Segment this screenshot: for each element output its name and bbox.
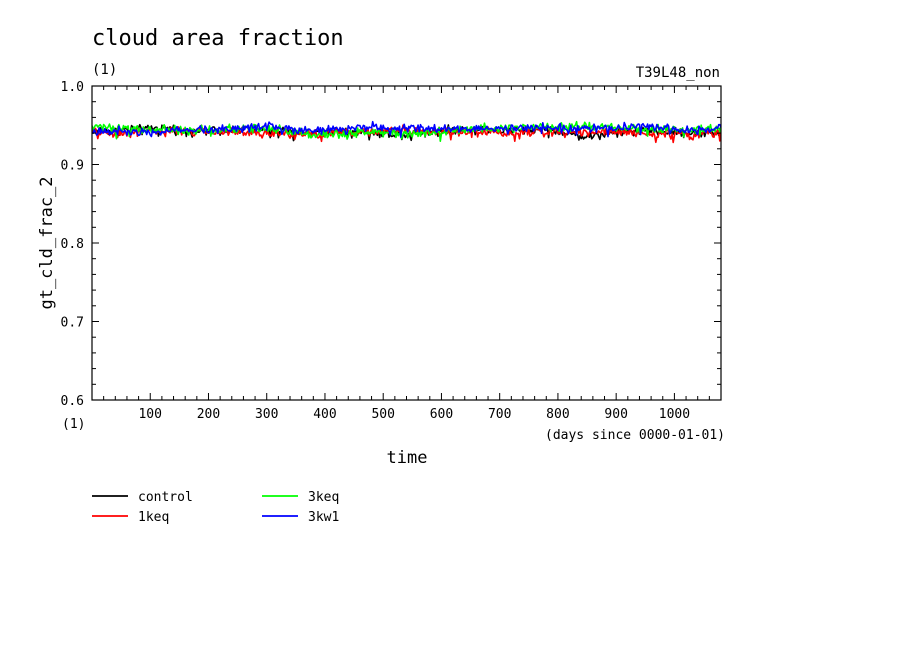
legend: control 1keq 3keq 3kw1 — [92, 490, 339, 525]
y-tick-label: 0.8 — [61, 237, 84, 252]
x-tick-label: 100 — [138, 407, 161, 422]
series-line-3keq — [92, 120, 721, 142]
x-tick-label: 800 — [546, 407, 569, 422]
legend-label-3kw1: 3kw1 — [308, 510, 339, 525]
x-axis-label: time — [387, 448, 428, 468]
x-tick-label: 1000 — [659, 407, 690, 422]
y-tick-label: 0.9 — [61, 159, 84, 174]
legend-label-1keq: 1keq — [138, 510, 169, 525]
x-tick-label: 600 — [430, 407, 453, 422]
x-tick-label: 700 — [488, 407, 511, 422]
title-unit: (1) — [92, 62, 117, 78]
y-tick-label: 0.6 — [61, 394, 84, 409]
y-tick-label: 0.7 — [61, 316, 84, 331]
legend-label-control: control — [138, 490, 193, 505]
y-unit-label: (1) — [62, 417, 85, 432]
axis-ticks: 100 200 300 400 500 600 700 800 900 1000 0.6 0.7 0.8… — [61, 80, 721, 422]
series-line-3kw1 — [92, 120, 721, 138]
x-tick-label: 300 — [255, 407, 278, 422]
x-tick-label: 400 — [313, 407, 336, 422]
chart-title: cloud area fraction — [92, 26, 344, 51]
y-axis-label: gt_cld_frac_2 — [37, 176, 57, 309]
x-unit-label: (days since 0000-01-01) — [545, 428, 725, 443]
series-lines — [92, 120, 721, 144]
x-tick-label: 200 — [197, 407, 220, 422]
x-tick-label: 500 — [371, 407, 394, 422]
x-tick-label: 900 — [604, 407, 627, 422]
y-tick-label: 1.0 — [61, 80, 84, 95]
run-label: T39L48_non — [636, 65, 720, 81]
legend-label-3keq: 3keq — [308, 490, 339, 505]
